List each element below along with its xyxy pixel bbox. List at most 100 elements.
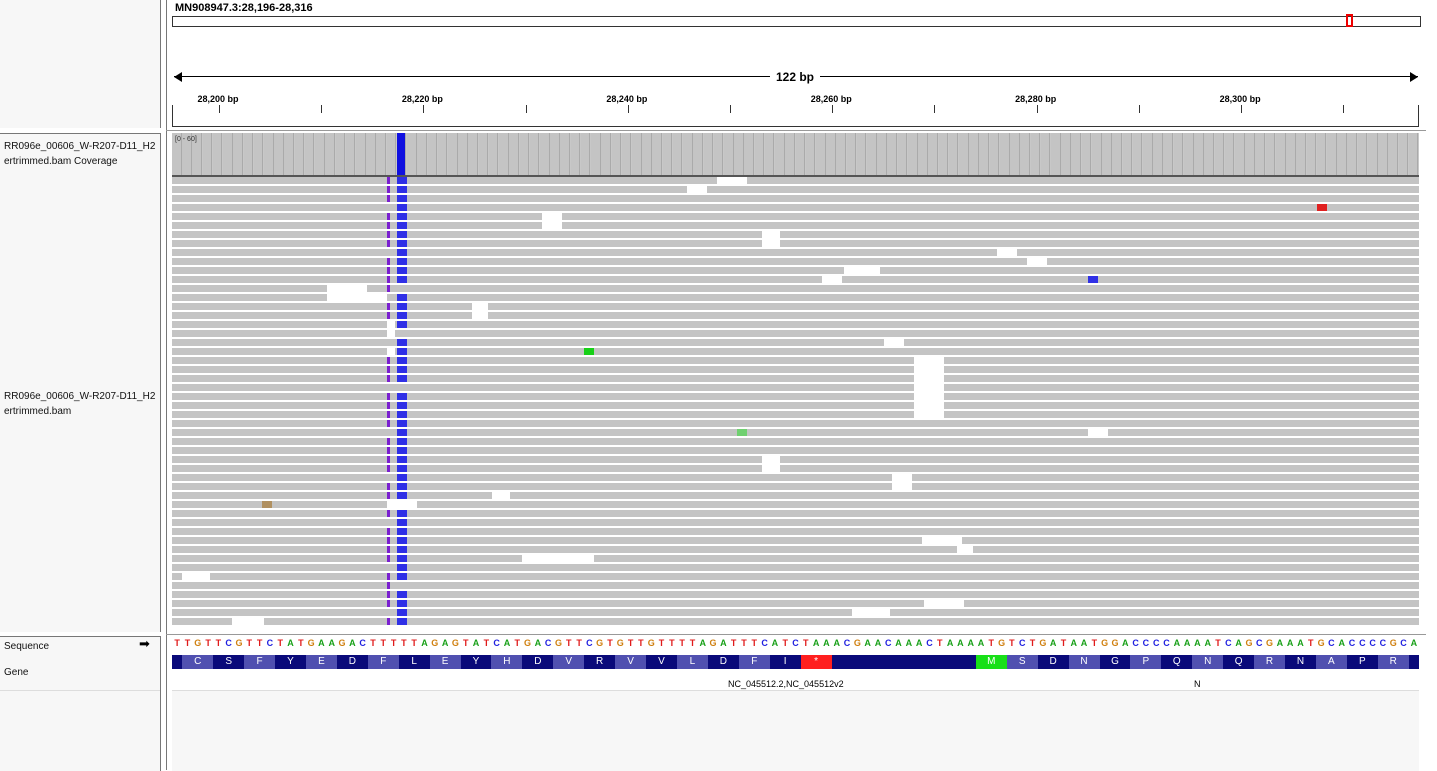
coverage-bar[interactable] xyxy=(345,133,356,175)
aligned-read[interactable] xyxy=(172,258,1419,265)
coverage-bar[interactable] xyxy=(560,133,571,175)
coverage-bar[interactable] xyxy=(1102,133,1112,175)
aligned-read[interactable] xyxy=(172,375,1419,382)
coverage-bar[interactable] xyxy=(918,133,928,175)
coverage-bar[interactable] xyxy=(1132,133,1143,175)
coverage-bar[interactable] xyxy=(907,133,918,175)
aligned-read[interactable] xyxy=(172,249,1419,256)
coverage-bar[interactable] xyxy=(1020,133,1030,175)
coverage-bar[interactable] xyxy=(488,133,499,175)
coverage-bar[interactable] xyxy=(315,133,325,175)
aligned-read[interactable] xyxy=(172,348,1419,355)
aligned-read[interactable] xyxy=(172,384,1419,391)
aligned-read[interactable] xyxy=(172,330,1419,337)
coverage-bar[interactable] xyxy=(407,133,417,175)
coverage-bar[interactable] xyxy=(580,133,591,175)
coverage-bar[interactable] xyxy=(233,133,243,175)
coverage-bar[interactable] xyxy=(764,133,775,175)
coverage-bar[interactable] xyxy=(529,133,540,175)
coverage-bar[interactable] xyxy=(642,133,652,175)
coverage-bar[interactable] xyxy=(1204,133,1214,175)
coverage-bar[interactable] xyxy=(1163,133,1174,175)
aligned-read[interactable] xyxy=(172,294,1419,301)
coverage-bar[interactable] xyxy=(1051,133,1061,175)
coverage-bar[interactable] xyxy=(856,133,867,175)
aligned-read[interactable] xyxy=(172,195,1419,202)
coverage-bar[interactable] xyxy=(744,133,754,175)
aligned-read[interactable] xyxy=(172,537,1419,544)
coverage-bar[interactable] xyxy=(1337,133,1347,175)
aligned-read[interactable] xyxy=(172,312,1419,319)
coverage-bar[interactable] xyxy=(437,133,448,175)
coverage-bar[interactable] xyxy=(1112,133,1122,175)
coverage-bar[interactable] xyxy=(1306,133,1317,175)
coverage-bar[interactable] xyxy=(1327,133,1337,175)
coverage-bar[interactable] xyxy=(1122,133,1133,175)
coverage-bar[interactable] xyxy=(274,133,284,175)
aligned-read[interactable] xyxy=(172,456,1419,463)
coverage-bar[interactable] xyxy=(355,133,366,175)
coverage-bar[interactable] xyxy=(631,133,642,175)
aligned-read[interactable] xyxy=(172,519,1419,526)
coverage-bar[interactable] xyxy=(723,133,734,175)
coverage-bar[interactable] xyxy=(1153,133,1163,175)
strand-arrow-icon[interactable]: ➡ xyxy=(139,636,150,651)
aligned-read[interactable] xyxy=(172,429,1419,436)
coverage-bar[interactable] xyxy=(1183,133,1194,175)
coverage-bar[interactable] xyxy=(591,133,601,175)
coverage-bar[interactable] xyxy=(795,133,806,175)
coverage-bar[interactable] xyxy=(1286,133,1296,175)
coverage-bar[interactable] xyxy=(1010,133,1020,175)
coverage-bar[interactable] xyxy=(1378,133,1388,175)
aligned-read[interactable] xyxy=(172,618,1419,625)
aligned-read[interactable] xyxy=(172,438,1419,445)
coverage-bar[interactable] xyxy=(1214,133,1225,175)
coverage-bar[interactable] xyxy=(1398,133,1409,175)
coverage-bar[interactable] xyxy=(969,133,979,175)
aligned-read[interactable] xyxy=(172,609,1419,616)
aligned-read[interactable] xyxy=(172,213,1419,220)
coverage-bar[interactable] xyxy=(1316,133,1327,175)
coverage-bar[interactable] xyxy=(366,133,376,175)
coverage-bar[interactable] xyxy=(499,133,509,175)
aligned-read[interactable] xyxy=(172,600,1419,607)
coverage-bar[interactable] xyxy=(263,133,274,175)
coverage-bar[interactable] xyxy=(172,133,182,175)
coverage-bar[interactable] xyxy=(1081,133,1092,175)
aligned-read[interactable] xyxy=(172,339,1419,346)
coverage-bar[interactable] xyxy=(948,133,959,175)
aligned-read[interactable] xyxy=(172,474,1419,481)
coverage-bar[interactable] xyxy=(550,133,560,175)
aligned-read[interactable] xyxy=(172,447,1419,454)
coverage-track[interactable] xyxy=(172,133,1419,177)
coverage-bar[interactable] xyxy=(826,133,836,175)
aligned-read[interactable] xyxy=(172,501,1419,508)
coverage-bar[interactable] xyxy=(1224,133,1235,175)
coverage-bar[interactable] xyxy=(468,133,479,175)
aligned-read[interactable] xyxy=(172,285,1419,292)
ruler[interactable] xyxy=(172,105,1419,127)
aligned-read[interactable] xyxy=(172,303,1419,310)
coverage-bar[interactable] xyxy=(458,133,468,175)
coverage-bar[interactable] xyxy=(335,133,346,175)
coverage-bar[interactable] xyxy=(223,133,233,175)
aligned-read[interactable] xyxy=(172,267,1419,274)
aligned-read[interactable] xyxy=(172,564,1419,571)
coverage-bar[interactable] xyxy=(192,133,203,175)
coverage-bar[interactable] xyxy=(999,133,1010,175)
coverage-bar[interactable] xyxy=(836,133,846,175)
aligned-read[interactable] xyxy=(172,411,1419,418)
aligned-read[interactable] xyxy=(172,555,1419,562)
sequence-track-name[interactable]: Sequence xyxy=(4,641,50,652)
coverage-bar[interactable] xyxy=(805,133,816,175)
coverage-bar[interactable] xyxy=(570,133,581,175)
chromosome-ideogram[interactable] xyxy=(172,16,1421,27)
coverage-bar[interactable] xyxy=(1357,133,1368,175)
aligned-read[interactable] xyxy=(172,492,1419,499)
coverage-bar[interactable] xyxy=(519,133,530,175)
coverage-bar[interactable] xyxy=(304,133,315,175)
coverage-bar[interactable] xyxy=(703,133,714,175)
coverage-bar[interactable] xyxy=(1367,133,1378,175)
coverage-bar[interactable] xyxy=(959,133,969,175)
coverage-bar[interactable] xyxy=(1143,133,1153,175)
